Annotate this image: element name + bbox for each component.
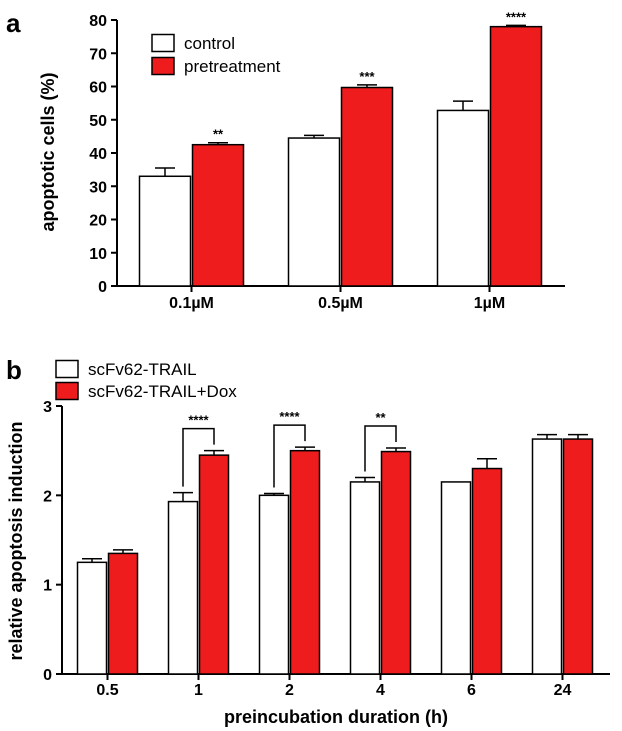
a-x-tick-label: 0.5µM: [318, 295, 363, 312]
b-x-tick-label: 4: [376, 682, 385, 699]
b-significance-label: ****: [188, 413, 209, 428]
b-y-tick-label: 2: [43, 488, 52, 505]
b-bar-treatment: [289, 449, 321, 675]
b-bar-treatment: [198, 454, 230, 675]
b-x-tick-label: 6: [467, 682, 476, 699]
a-bar-treatment: [489, 25, 543, 287]
a-bar-treatment: [191, 143, 245, 287]
b-y-tick-label: 3: [43, 399, 52, 416]
b-bar-control: [531, 438, 563, 675]
b-x-tick-label: 1: [194, 682, 203, 699]
a-y-tick-label: 70: [89, 46, 107, 63]
a-x-tick-label: 0.1µM: [169, 295, 214, 312]
panel-b-chart: 0 1 2 3 relative apoptosis induction preincub…: [6, 359, 610, 727]
a-y-tick-label: 80: [89, 13, 107, 30]
b-bar-treatment: [107, 552, 139, 675]
a-y-tick-label: 50: [89, 113, 107, 130]
b-legend-label: scFv62-TRAIL: [88, 360, 197, 379]
a-y-tick-label: 20: [89, 213, 107, 230]
b-bar-treatment: [380, 450, 412, 675]
panel-a-chart: 0 10 20 30 40 50 60 70 80 apoptotic cells (%) 0.1µ…: [38, 9, 565, 312]
b-y-tick-label: 0: [43, 667, 52, 684]
b-bar-control: [76, 561, 108, 675]
a-y-tick-label: 40: [89, 146, 107, 163]
b-y-axis-title: relative apoptosis induction: [6, 421, 26, 660]
b-bar-control: [167, 500, 199, 675]
a-bar-control: [138, 175, 192, 287]
a-y-axis-title: apoptotic cells (%): [38, 72, 58, 231]
a-legend-label: control: [184, 34, 235, 53]
b-x-axis-title: preincubation duration (h): [224, 707, 448, 727]
a-y-tick-label: 0: [98, 279, 107, 296]
a-legend-swatch: [151, 33, 175, 53]
b-significance-label: ****: [279, 409, 300, 424]
b-x-tick-label: 24: [554, 682, 572, 699]
b-y-tick-label: 1: [43, 578, 52, 595]
b-bar-treatment: [562, 438, 594, 675]
a-x-tick-label: 1µM: [474, 295, 505, 312]
a-y-tick-label: 60: [89, 80, 107, 97]
b-x-tick-label: 2: [285, 682, 294, 699]
panel-a-letter: a: [6, 8, 21, 38]
b-bar-control: [349, 481, 381, 675]
a-significance-label: ***: [359, 69, 375, 84]
b-bar-treatment: [471, 467, 503, 675]
a-bar-treatment: [340, 86, 394, 287]
b-significance-bracket: [182, 427, 215, 487]
b-significance-bracket: [273, 424, 306, 488]
a-bar-control: [436, 109, 490, 287]
a-significance-label: ****: [506, 9, 527, 24]
b-legend-swatch: [55, 359, 79, 379]
a-legend-label: pretreatment: [184, 57, 281, 76]
b-bar-control: [258, 494, 290, 675]
b-significance-bracket: [364, 425, 397, 472]
a-bar-control: [287, 137, 341, 287]
a-legend-swatch: [151, 56, 175, 76]
a-significance-label: **: [213, 127, 224, 142]
b-x-tick-label: 0.5: [96, 682, 118, 699]
b-bar-control: [440, 481, 472, 675]
a-y-tick-label: 30: [89, 179, 107, 196]
b-legend-swatch: [55, 381, 79, 401]
panel-b-letter: b: [6, 355, 22, 385]
a-y-tick-label: 10: [89, 246, 107, 263]
b-significance-label: **: [375, 410, 386, 425]
b-legend-label: scFv62-TRAIL+Dox: [88, 382, 237, 401]
